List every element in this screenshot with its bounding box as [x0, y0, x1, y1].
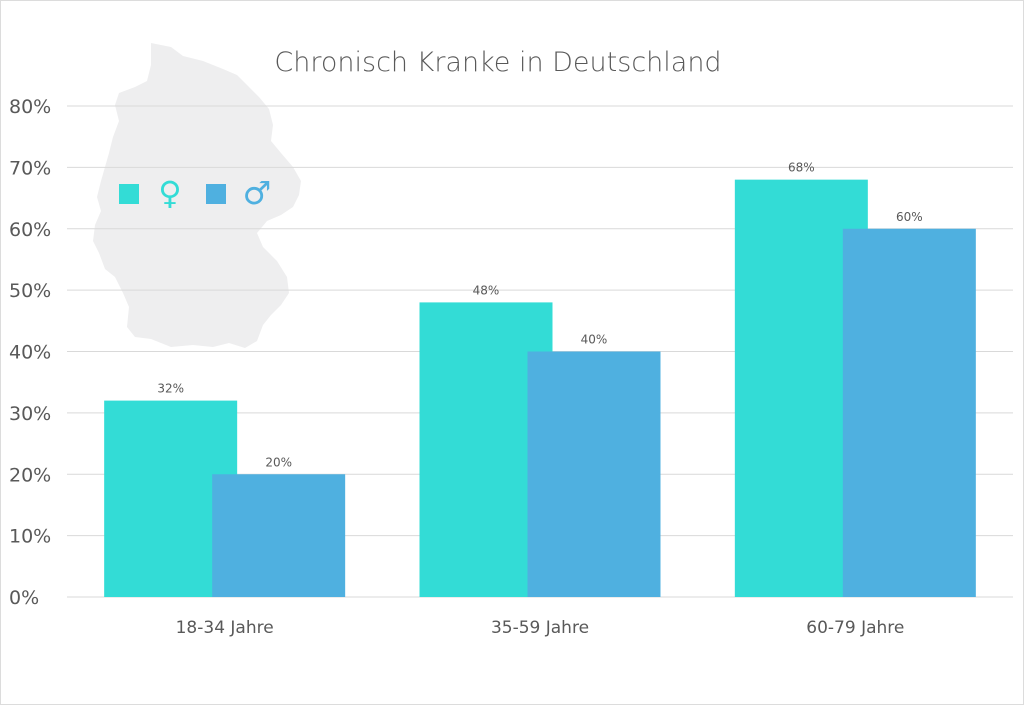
data-label: 40% [581, 333, 608, 347]
data-label: 32% [157, 382, 184, 396]
x-tick-label: 35-59 Jahre [491, 618, 589, 638]
y-tick-label: 30% [9, 403, 51, 425]
data-label: 68% [788, 161, 815, 175]
y-tick-label: 10% [9, 526, 51, 548]
legend-label-male: ♂ [243, 174, 272, 212]
y-tick-label: 20% [9, 464, 51, 486]
y-tick-label: 40% [9, 342, 51, 364]
y-tick-label: 50% [9, 280, 51, 302]
germany-map-icon [93, 43, 301, 348]
bar-male [212, 474, 346, 597]
legend-swatch-male [206, 184, 226, 204]
y-tick-label: 60% [9, 219, 51, 241]
legend-label-female: ♀ [158, 174, 181, 212]
legend-swatch-female [119, 184, 139, 204]
y-tick-label: 0% [9, 587, 39, 609]
bar-male [842, 228, 976, 597]
data-label: 20% [265, 455, 292, 469]
y-tick-label: 70% [9, 157, 51, 179]
data-label: 60% [896, 210, 923, 224]
x-tick-label: 60-79 Jahre [806, 618, 904, 638]
legend: ♀ ♂ [119, 174, 271, 212]
x-tick-label: 18-34 Jahre [176, 618, 274, 638]
data-label: 48% [473, 283, 500, 297]
chart-title: Chronisch Kranke in Deutschland [274, 47, 721, 78]
bar-male [527, 351, 661, 597]
y-tick-label: 80% [9, 96, 51, 118]
